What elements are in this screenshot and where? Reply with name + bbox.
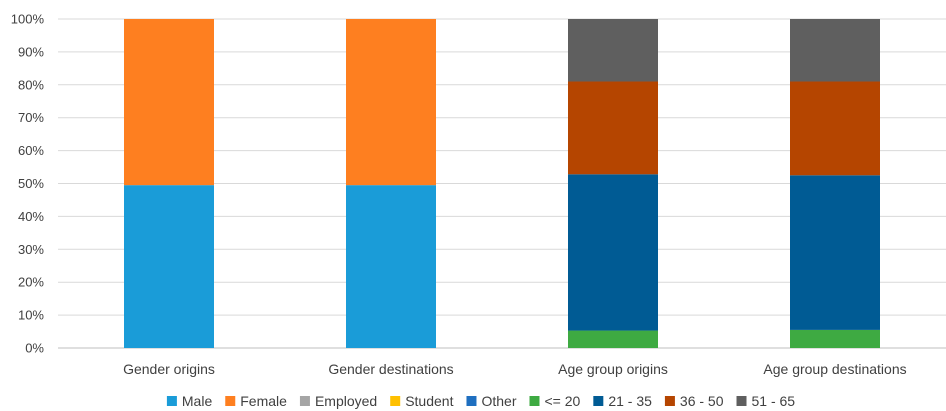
bar-segment xyxy=(346,19,436,185)
legend-swatch xyxy=(466,396,476,406)
x-category-label: Gender destinations xyxy=(328,361,453,377)
legend-swatch xyxy=(529,396,539,406)
y-tick-label: 80% xyxy=(18,77,44,92)
y-tick-label: 100% xyxy=(11,12,45,27)
legend-label: 21 - 35 xyxy=(608,393,652,409)
legend-swatch xyxy=(300,396,310,406)
legend: Male Female Employed Student Other <= 20 21 - … xyxy=(167,393,795,409)
legend-label: Female xyxy=(240,393,287,409)
legend-swatch xyxy=(390,396,400,406)
y-tick-label: 20% xyxy=(18,275,44,290)
legend-label: Student xyxy=(405,393,453,409)
y-tick-label: 40% xyxy=(18,209,44,224)
bar-segment xyxy=(790,82,880,176)
x-category-label: Age group origins xyxy=(558,361,668,377)
legend-label: <= 20 xyxy=(544,393,580,409)
legend-item: Employed xyxy=(300,393,377,409)
legend-item: Other xyxy=(466,393,516,409)
y-tick-label: 60% xyxy=(18,143,44,158)
x-category-label: Gender origins xyxy=(123,361,215,377)
bar-segment xyxy=(790,19,880,82)
bar-segment xyxy=(568,82,658,175)
bar-segment xyxy=(346,185,436,348)
bar-segment xyxy=(790,330,880,348)
y-tick-label: 50% xyxy=(18,176,44,191)
bar-segment xyxy=(124,185,214,348)
y-tick-label: 30% xyxy=(18,242,44,257)
bar-segment xyxy=(790,175,880,330)
bar-segment xyxy=(568,174,658,330)
legend-item: 51 - 65 xyxy=(737,393,796,409)
y-tick-label: 90% xyxy=(18,44,44,59)
bar-segment xyxy=(568,19,658,82)
y-axis: 0% 10% 20% 30% 40% 50% 60% 70% 80% 90% 100% xyxy=(11,12,45,356)
y-tick-label: 70% xyxy=(18,110,44,125)
legend-label: Male xyxy=(182,393,213,409)
y-tick-label: 10% xyxy=(18,308,44,323)
legend-label: 36 - 50 xyxy=(680,393,724,409)
legend-swatch xyxy=(167,396,177,406)
legend-item: 36 - 50 xyxy=(665,393,724,409)
legend-swatch xyxy=(665,396,675,406)
legend-swatch xyxy=(593,396,603,406)
bar-segment xyxy=(568,331,658,348)
x-category-label: Age group destinations xyxy=(763,361,906,377)
legend-label: Other xyxy=(481,393,516,409)
legend-item: <= 20 xyxy=(529,393,580,409)
legend-label: Employed xyxy=(315,393,377,409)
legend-item: Female xyxy=(225,393,287,409)
legend-swatch xyxy=(225,396,235,406)
legend-item: 21 - 35 xyxy=(593,393,652,409)
y-tick-label: 0% xyxy=(25,341,44,356)
legend-item: Student xyxy=(390,393,453,409)
x-axis: Gender origins Gender destinations Age gro… xyxy=(123,361,907,377)
legend-item: Male xyxy=(167,393,213,409)
legend-label: 51 - 65 xyxy=(752,393,796,409)
bar-segment xyxy=(124,19,214,185)
legend-swatch xyxy=(737,396,747,406)
